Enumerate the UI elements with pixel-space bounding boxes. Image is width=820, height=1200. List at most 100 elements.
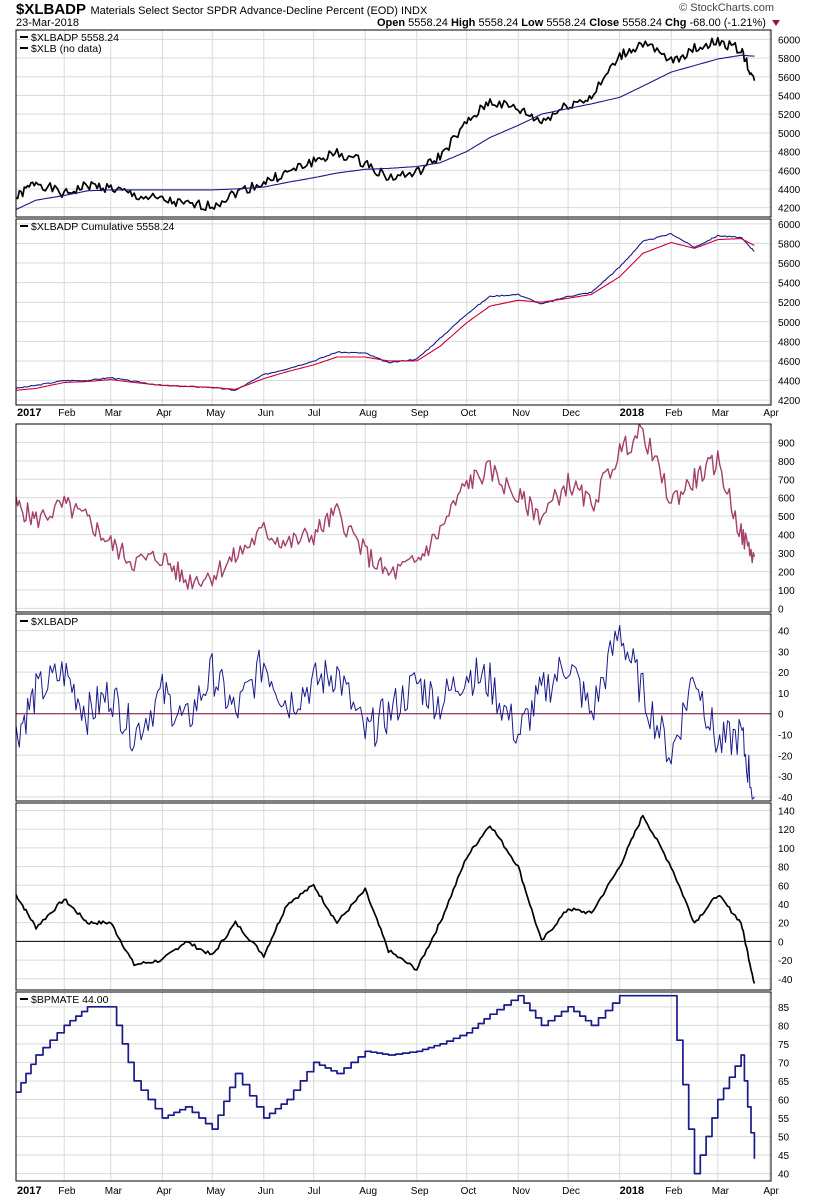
symbol-description: Materials Select Sector SPDR Advance-Dec… (90, 5, 428, 17)
close-label: Close (589, 17, 620, 29)
x-tick-label: Jun (258, 1186, 274, 1197)
x-tick-label: Dec (562, 1186, 580, 1197)
y-tick-label: 50 (778, 1133, 790, 1144)
panel-3: 0 100 200 300 400 500 600 700 800 900 (15, 423, 795, 615)
y-tick-label: 200 (778, 567, 795, 578)
low-label: Low (521, 17, 544, 29)
series-line (15, 232, 755, 391)
x-tick-label: 2017 (17, 407, 41, 419)
x-tick-label: Apr (763, 408, 779, 419)
y-tick-label: 5200 (778, 110, 801, 121)
x-tick-label: Apr (156, 1186, 172, 1197)
legend-label: $XLBADP 5558.24 (31, 32, 119, 44)
legend-label: $XLBADP (31, 616, 78, 628)
y-tick-label: -10 (778, 731, 793, 742)
series-line (15, 423, 756, 590)
y-tick-label: 4800 (778, 148, 801, 159)
y-tick-label: 60 (778, 1095, 790, 1106)
high-label: High (450, 17, 476, 29)
y-tick-label: 100 (778, 844, 795, 855)
chart-header: $XLBADP Materials Select Sector SPDR Adv… (0, 0, 820, 30)
x-tick-label: 2018 (620, 1185, 644, 1197)
x-tick-label: Oct (461, 408, 477, 419)
x-tick-label: Apr (156, 408, 172, 419)
panel-1: 4200 4400 4600 4800 5000 5200 5400 5600 5800 6000… (15, 29, 801, 218)
y-tick-label: 5600 (778, 259, 801, 270)
series-line (15, 625, 755, 800)
panel-6: 40 45 50 55 60 65 70 75 80 85 $BPMATE 44.00 (15, 991, 790, 1182)
y-tick-label: 4200 (778, 396, 801, 407)
date-label: 23-Mar-2018 (16, 17, 79, 29)
y-tick-label: 5200 (778, 298, 801, 309)
down-triangle-icon (772, 20, 780, 27)
x-tick-label: Feb (665, 408, 683, 419)
y-tick-label: 75 (778, 1040, 790, 1051)
chg-value: -68.00 (-1.21%) (689, 17, 766, 29)
y-tick-label: 55 (778, 1114, 790, 1125)
x-tick-label: Jul (308, 408, 321, 419)
y-tick-label: 60 (778, 881, 790, 892)
panel-frame (15, 218, 772, 406)
y-tick-label: 300 (778, 549, 795, 560)
y-tick-label: 400 (778, 531, 795, 542)
y-tick-label: 6000 (778, 35, 801, 46)
y-tick-label: 5400 (778, 279, 801, 290)
y-tick-label: 40 (778, 1170, 790, 1181)
y-tick-label: 500 (778, 512, 795, 523)
y-tick-label: 0 (778, 937, 784, 948)
x-tick-label: Mar (105, 408, 123, 419)
symbol-label: $XLBADP (16, 1, 87, 18)
y-tick-label: 20 (778, 919, 790, 930)
panel-frame (15, 613, 772, 802)
x-tick-label: Aug (359, 408, 377, 419)
y-tick-label: 70 (778, 1058, 790, 1069)
x-tick-label: Sep (411, 408, 429, 419)
y-tick-label: -20 (778, 751, 793, 762)
x-axis-2: 2017 Feb Mar Apr May Jun Jul Aug Sep Oct Nov Dec 201… (17, 1185, 780, 1197)
y-tick-label: 4400 (778, 185, 801, 196)
x-tick-label: Mar (712, 408, 730, 419)
x-tick-label: Sep (411, 1186, 429, 1197)
x-tick-label: May (206, 1186, 225, 1197)
y-tick-label: 700 (778, 475, 795, 486)
y-tick-label: 5800 (778, 54, 801, 65)
x-tick-label: Feb (58, 1186, 76, 1197)
y-tick-label: 30 (778, 647, 790, 658)
y-tick-label: 40 (778, 900, 790, 911)
ohlc-readout: Open 5558.24 High 5558.24 Low 5558.24 Cl… (377, 17, 780, 29)
y-tick-label: 20 (778, 668, 790, 679)
y-tick-label: 5600 (778, 73, 801, 84)
y-tick-label: 0 (778, 604, 784, 615)
y-tick-label: 40 (778, 627, 790, 638)
y-tick-label: -40 (778, 793, 793, 804)
series-line (16, 994, 756, 1175)
x-tick-label: Nov (512, 1186, 530, 1197)
legend-label: $XLB (no data) (31, 43, 102, 55)
y-tick-label: 4400 (778, 377, 801, 388)
x-tick-label: 2018 (620, 407, 644, 419)
y-tick-label: 4600 (778, 166, 801, 177)
y-tick-label: 80 (778, 863, 790, 874)
y-tick-label: 0 (778, 710, 784, 721)
x-axis-1: 2017 Feb Mar Apr May Jun Jul Aug Sep Oct Nov Dec 201… (17, 407, 780, 419)
y-tick-label: 120 (778, 825, 795, 836)
x-tick-label: Feb (58, 408, 76, 419)
y-tick-label: 10 (778, 689, 790, 700)
x-tick-label: Mar (105, 1186, 123, 1197)
y-tick-label: 85 (778, 1003, 790, 1014)
y-tick-label: -20 (778, 956, 793, 967)
x-tick-label: May (206, 408, 225, 419)
open-value: 5558.24 (408, 17, 448, 29)
y-tick-label: 5800 (778, 239, 801, 250)
series-line (15, 238, 755, 391)
y-tick-label: -40 (778, 975, 793, 986)
panel-5: -40 -20 0 20 40 60 80 100 120 140 (15, 802, 795, 991)
panel-frame (15, 802, 772, 991)
open-label: Open (376, 17, 406, 29)
y-tick-label: 5000 (778, 129, 801, 140)
low-value: 5558.24 (546, 17, 587, 29)
legend-label: $BPMATE 44.00 (31, 994, 109, 1006)
x-tick-label: Oct (461, 1186, 477, 1197)
panel-frame (15, 29, 772, 218)
